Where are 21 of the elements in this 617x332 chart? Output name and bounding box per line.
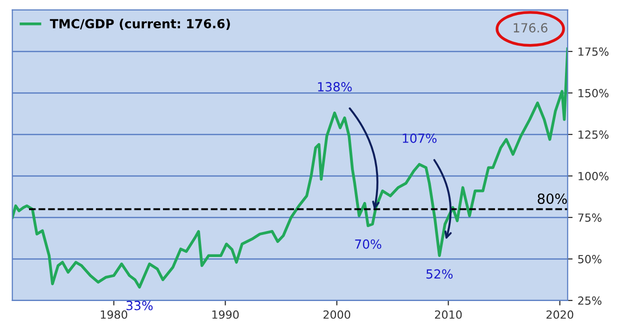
x-tick-label: 1980 (100, 310, 128, 319)
legend-label: TMC/GDP (current: 176.6) (50, 18, 230, 30)
annotation: 33% (126, 300, 153, 310)
y-tick-label: 25% (578, 296, 602, 305)
y-tick-label: 175% (578, 47, 609, 56)
line-series (12, 47, 568, 289)
x-tick-label: 2000 (324, 310, 350, 319)
y-tick-label: 100% (578, 172, 609, 180)
x-tick-label: 2020 (546, 310, 574, 319)
y-tick-label: 125% (578, 130, 609, 139)
annotation: 52% (426, 269, 453, 279)
x-tick-label: 1990 (212, 310, 239, 319)
annotation: 176.6 (514, 23, 548, 32)
ref-line-label: 80% (538, 193, 567, 204)
y-tick-label: 50% (578, 254, 602, 264)
annotation: 107% (402, 134, 437, 143)
x-tick-label: 2010 (435, 310, 462, 319)
annotation: 138% (318, 82, 352, 92)
y-tick-label: 150% (578, 88, 609, 98)
y-tick-label: 75% (578, 213, 602, 222)
annotation: 70% (355, 239, 382, 249)
